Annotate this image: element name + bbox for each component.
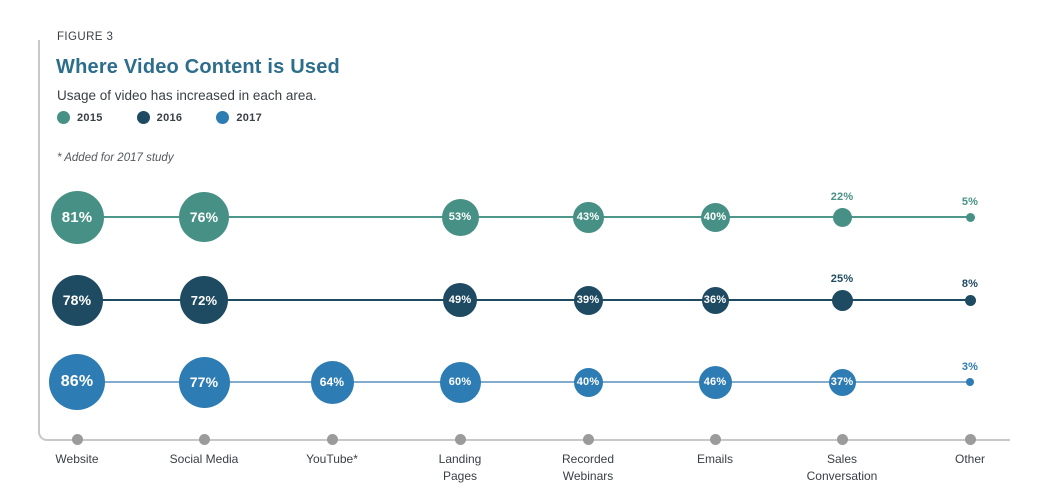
axis-dot-4: [582, 433, 594, 445]
bubble-value: 46%: [703, 376, 727, 388]
bubble-2016-0: 78%: [51, 274, 103, 326]
bubble-value: 36%: [703, 294, 727, 306]
bubble-value: 40%: [703, 211, 727, 223]
legend-dot-2015-icon: [57, 111, 70, 124]
legend-label-2015: 2015: [77, 111, 103, 124]
bubble-value: 40%: [576, 376, 600, 388]
bubble-2015-5: 40%: [700, 202, 730, 232]
bubble-2017-6: 37%: [828, 368, 856, 396]
bubble-value: 39%: [576, 294, 600, 306]
chart-subtitle: Usage of video has increased in each are…: [57, 88, 317, 103]
axis-frame: [38, 40, 1010, 441]
category-label-2: YouTube*: [306, 452, 358, 466]
bubble-value: 81%: [61, 208, 93, 226]
bubble-value-2015-7: 5%: [961, 195, 979, 208]
bubble-2017-2: 64%: [310, 360, 354, 404]
axis-dot-6: [836, 433, 848, 445]
legend-dot-2017-icon: [216, 111, 230, 124]
bubble-2017-3: 60%: [439, 361, 481, 403]
category-label-4: Recorded Webinars: [561, 452, 615, 484]
bubble-2016-4: 39%: [573, 285, 603, 315]
bubble-2017-7: [966, 378, 974, 386]
bubble-value: 78%: [62, 292, 92, 308]
category-label-7: Other: [954, 452, 985, 466]
axis-dot-2: [326, 433, 338, 445]
bubble-2016-1: 72%: [180, 276, 228, 324]
chart-title: Where Video Content is Used: [56, 56, 340, 78]
category-label-1: Social Media: [169, 452, 239, 466]
axis-dot-0: [71, 433, 83, 445]
bubble-2017-5: 46%: [698, 365, 732, 399]
bubble-value-2016-6: 25%: [830, 272, 854, 285]
figure-label: FIGURE 3: [57, 31, 114, 43]
bubble-2015-7: [965, 212, 975, 222]
bubble-value-2015-6: 22%: [830, 190, 854, 203]
bubble-value: 64%: [319, 375, 345, 389]
bubble-value-2017-7: 3%: [961, 361, 979, 373]
bubble-value: 86%: [60, 373, 94, 390]
bubble-2017-0: 86%: [49, 354, 105, 410]
axis-dot-3: [454, 433, 466, 445]
axis-dot-7: [964, 433, 976, 445]
bubble-2015-6: [832, 207, 852, 227]
bubble-2016-3: 49%: [443, 283, 477, 317]
category-label-5: Emails: [696, 452, 733, 466]
bubble-2016-7: [964, 294, 976, 306]
footnote: * Added for 2017 study: [57, 152, 174, 164]
bubble-value: 43%: [576, 211, 600, 223]
bubble-2015-0: 81%: [50, 190, 104, 244]
legend-item-2016: 2016: [136, 111, 183, 124]
bubble-2015-3: 53%: [441, 198, 479, 236]
bubble-2016-5: 36%: [701, 286, 729, 314]
legend-item-2017: 2017: [216, 111, 262, 124]
bubble-2015-1: 76%: [179, 192, 229, 242]
legend: 2015 2016 2017: [57, 111, 262, 124]
legend-item-2015: 2015: [57, 111, 103, 124]
bubble-value: 77%: [189, 374, 219, 390]
bubble-2017-1: 77%: [178, 356, 230, 408]
legend-dot-2016-icon: [136, 111, 150, 124]
bubble-value: 53%: [448, 211, 472, 223]
bubble-2017-4: 40%: [573, 367, 603, 397]
bubble-value-2016-7: 8%: [961, 277, 979, 290]
bubble-2015-4: 43%: [572, 201, 604, 233]
bubble-value: 37%: [830, 376, 854, 388]
series-line-2015: [77, 216, 970, 218]
bubble-value: 72%: [190, 292, 218, 308]
axis-dot-5: [709, 433, 721, 445]
legend-label-2017: 2017: [236, 111, 263, 124]
bubble-value: 49%: [448, 294, 472, 306]
series-line-2016: [77, 299, 970, 301]
category-label-3: Landing Pages: [438, 452, 482, 484]
category-label-0: Website: [55, 452, 99, 466]
legend-label-2016: 2016: [156, 111, 183, 124]
bubble-value: 76%: [189, 209, 219, 225]
axis-dot-1: [198, 433, 210, 445]
bubble-value: 60%: [448, 376, 472, 388]
category-label-6: Sales Conversation: [806, 452, 878, 484]
series-line-2017: [77, 381, 970, 383]
bubble-2016-6: [831, 289, 853, 311]
